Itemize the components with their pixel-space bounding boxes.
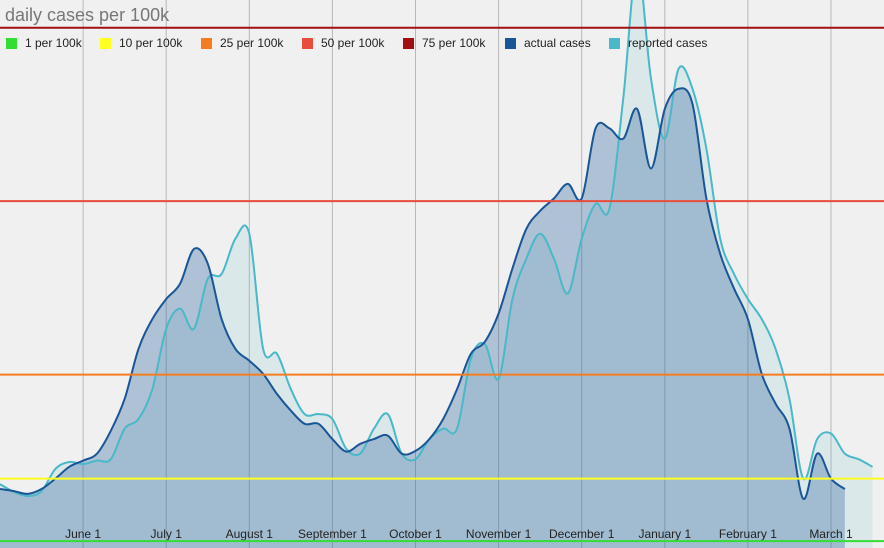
series-area [0, 88, 845, 548]
x-tick-label: October 1 [389, 527, 442, 541]
legend-swatch [6, 38, 17, 49]
x-tick-label: November 1 [466, 527, 532, 541]
legend-label: 1 per 100k [25, 36, 83, 50]
x-tick-label: June 1 [65, 527, 101, 541]
series-line [0, 87, 846, 500]
x-tick-label: July 1 [151, 527, 183, 541]
x-tick-label: December 1 [549, 527, 615, 541]
x-tick-label: August 1 [226, 527, 274, 541]
legend-swatch [403, 38, 414, 49]
legend-swatch [505, 38, 516, 49]
legend-label: 75 per 100k [422, 36, 486, 50]
legend-swatch [201, 38, 212, 49]
legend-swatch [302, 38, 313, 49]
x-tick-label: February 1 [719, 527, 777, 541]
legend-label: 10 per 100k [119, 36, 183, 50]
x-tick-label: September 1 [298, 527, 367, 541]
x-tick-label: March 1 [809, 527, 853, 541]
legend-label: 50 per 100k [321, 36, 385, 50]
legend-swatch [609, 38, 620, 49]
legend-label: reported cases [628, 36, 707, 50]
legend-swatch [100, 38, 111, 49]
legend-label: actual cases [524, 36, 591, 50]
legend-label: 25 per 100k [220, 36, 284, 50]
series-line [0, 0, 874, 497]
chart-title: daily cases per 100k [5, 5, 170, 25]
x-tick-label: January 1 [638, 527, 691, 541]
